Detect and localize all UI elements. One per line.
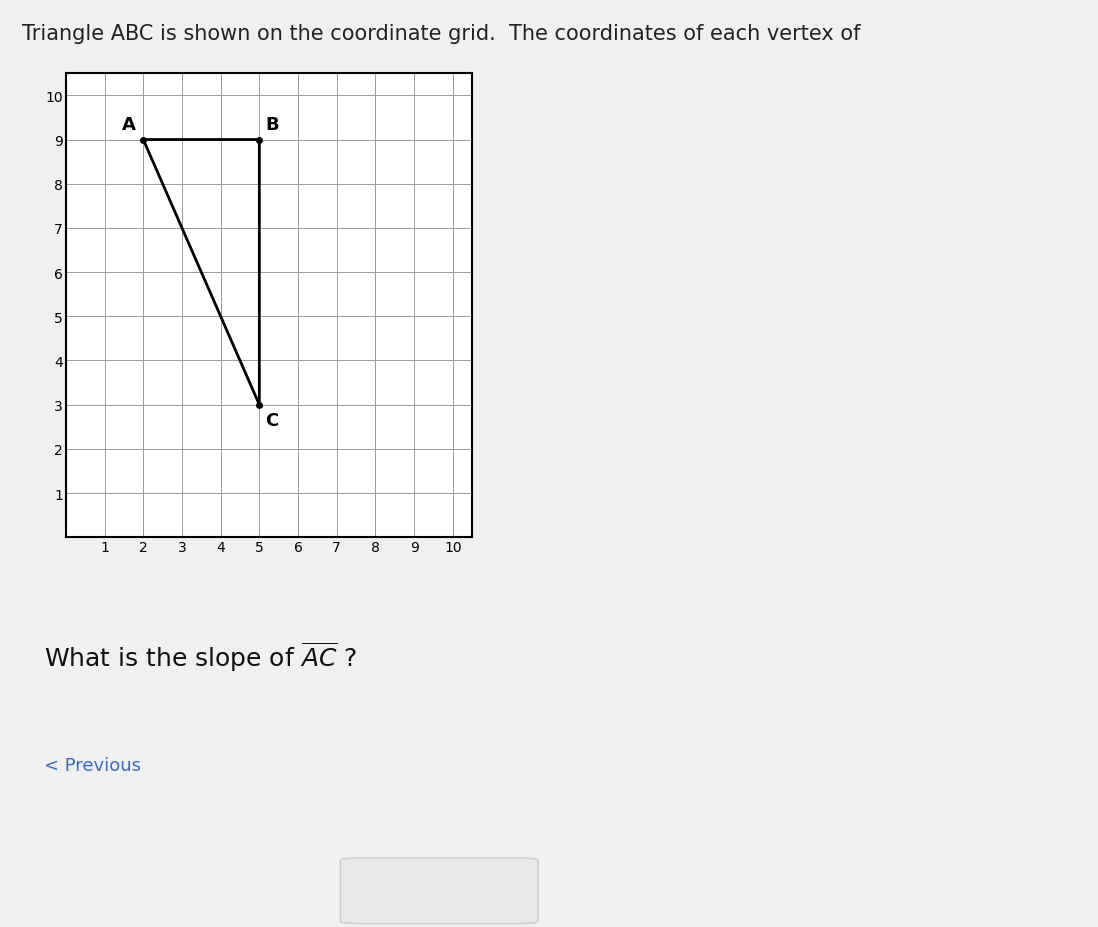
FancyBboxPatch shape bbox=[340, 858, 538, 923]
Text: What is the slope of $\overline{AC}$ ?: What is the slope of $\overline{AC}$ ? bbox=[44, 641, 357, 673]
Text: C: C bbox=[265, 412, 279, 430]
Text: A: A bbox=[122, 116, 135, 133]
Text: B: B bbox=[265, 116, 279, 133]
Text: Triangle ABC is shown on the coordinate grid.  The coordinates of each vertex of: Triangle ABC is shown on the coordinate … bbox=[22, 24, 861, 44]
Text: < Previous: < Previous bbox=[44, 756, 141, 774]
